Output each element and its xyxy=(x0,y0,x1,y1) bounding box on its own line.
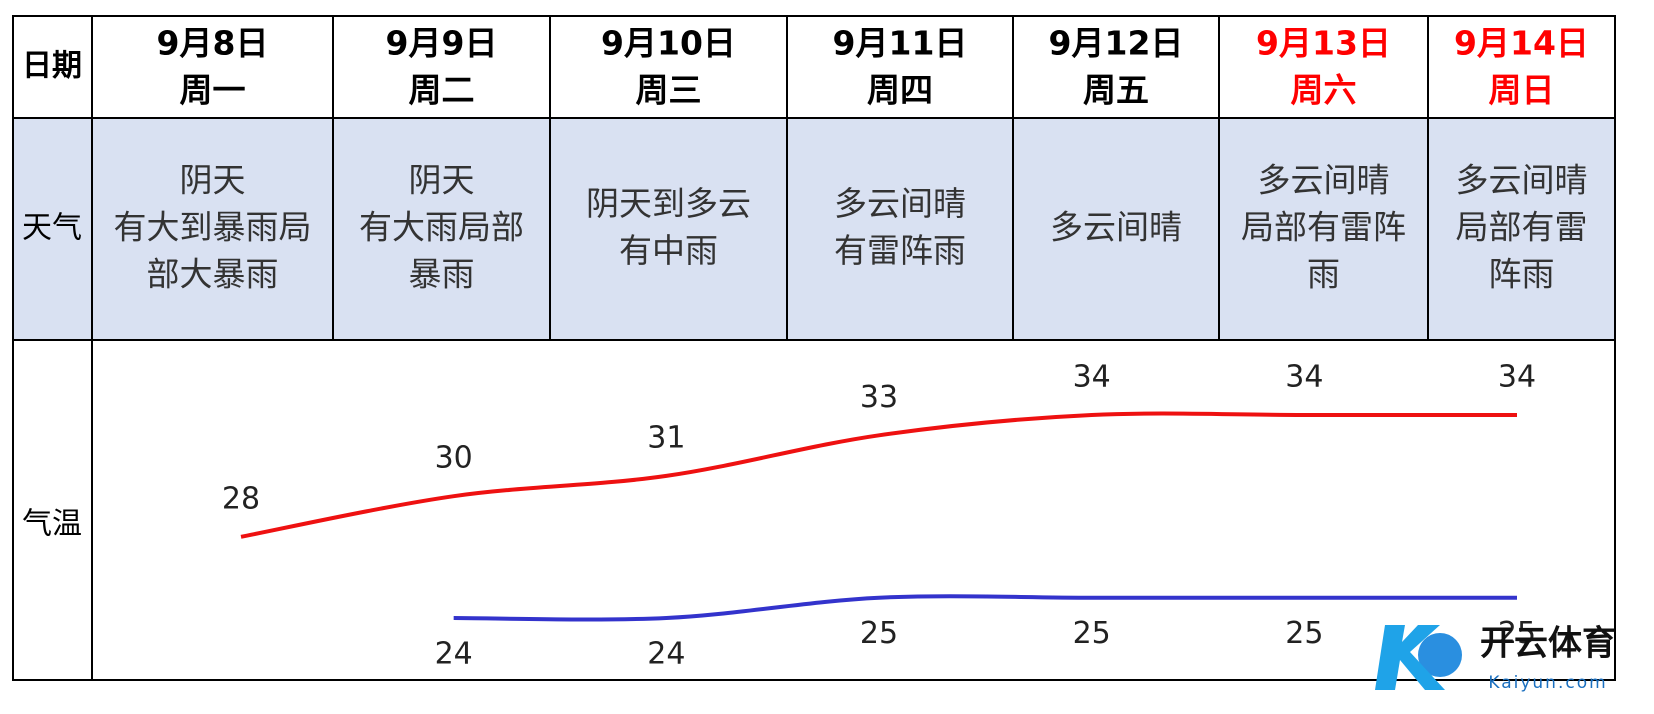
temperature-label: 25 xyxy=(860,616,898,651)
weekday: 周日 xyxy=(1489,71,1555,110)
row-label: 日期 xyxy=(22,49,82,84)
temperature-line xyxy=(240,411,1517,539)
weekday: 周六 xyxy=(1291,71,1357,110)
weather-text: 有大到暴雨局 xyxy=(114,208,312,247)
temperature-label: 25 xyxy=(1073,616,1111,651)
temperature-label: 34 xyxy=(1285,360,1323,395)
table-border xyxy=(12,15,1616,681)
temperature-label: 24 xyxy=(647,637,685,672)
row-label: 气温 xyxy=(22,507,82,542)
weather-text: 多云间晴 xyxy=(1258,161,1390,200)
weather-text: 阵雨 xyxy=(1489,255,1555,294)
weekday: 周三 xyxy=(636,71,702,110)
weather-text: 有雷阵雨 xyxy=(834,231,966,270)
temperature-label: 28 xyxy=(222,481,260,516)
watermark: 开云体育 Kaiyun.com xyxy=(1375,624,1616,693)
temperature-label: 34 xyxy=(1073,360,1111,395)
date: 9月10日 xyxy=(601,24,736,63)
weather-row-bg xyxy=(13,118,1615,340)
weather-text: 部大暴雨 xyxy=(147,255,279,294)
watermark-brand: 开云体育 xyxy=(1480,624,1616,664)
temperature-label: 33 xyxy=(860,380,898,415)
logo-k xyxy=(1375,625,1445,690)
weather-text: 多云间晴 xyxy=(1050,208,1182,247)
date: 9月9日 xyxy=(386,24,498,63)
weather-text: 多云间晴 xyxy=(1456,161,1588,200)
date: 9月13日 xyxy=(1256,24,1391,63)
temperature-label: 24 xyxy=(435,637,473,672)
weather-text: 多云间晴 xyxy=(834,184,966,223)
weather-text: 局部有雷阵 xyxy=(1241,208,1406,247)
date: 9月11日 xyxy=(833,24,968,63)
weekday: 周二 xyxy=(409,71,475,110)
weekday: 周五 xyxy=(1083,71,1149,110)
weekday: 周四 xyxy=(867,71,933,110)
date: 9月14日 xyxy=(1454,24,1589,63)
weather-text: 局部有雷 xyxy=(1456,208,1588,247)
weather-text: 阴天 xyxy=(180,161,246,200)
temperature-label: 30 xyxy=(435,441,473,476)
temperature-label: 31 xyxy=(647,420,685,455)
weather-text: 有中雨 xyxy=(619,231,718,270)
weather-text: 雨 xyxy=(1307,255,1340,294)
logo-ball xyxy=(1418,633,1462,677)
watermark-site: Kaiyun.com xyxy=(1488,673,1607,693)
date: 9月8日 xyxy=(157,24,269,63)
weather-text: 阴天 xyxy=(409,161,475,200)
temperature-line xyxy=(453,594,1517,622)
temperature-label: 34 xyxy=(1498,360,1536,395)
weather-text: 有大雨局部 xyxy=(359,208,524,247)
row-label: 天气 xyxy=(22,211,82,246)
temperature-label: 25 xyxy=(1285,616,1323,651)
weather-text: 暴雨 xyxy=(409,255,475,294)
weekday: 周一 xyxy=(180,71,246,110)
date: 9月12日 xyxy=(1049,24,1184,63)
weather-text: 阴天到多云 xyxy=(586,184,751,223)
temperature-label: 25 xyxy=(1498,616,1536,651)
